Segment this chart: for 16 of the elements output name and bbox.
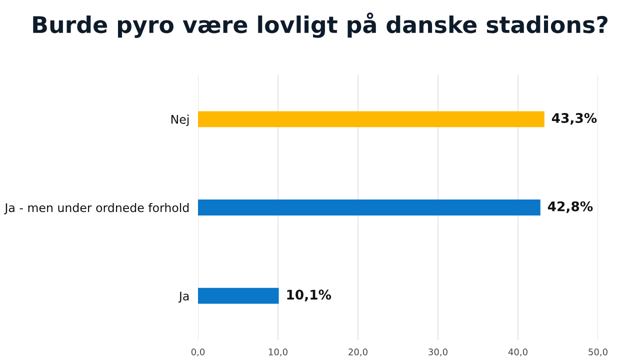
y-tick-label: Ja - men under ordnede forhold [4, 203, 189, 214]
bar [198, 200, 540, 216]
chart-title: Burde pyro være lovligt på danske stadions? [33, 12, 608, 38]
x-tick-label: 10,0 [268, 348, 288, 356]
x-tick-label: 50,0 [588, 348, 608, 356]
x-tick-label: 0,0 [191, 348, 205, 356]
x-tick-label: 30,0 [428, 348, 448, 356]
bar [198, 111, 544, 128]
data-label: 42,8% [548, 201, 593, 214]
y-tick-label: Ja [178, 292, 189, 303]
x-tick-label: 40,0 [508, 348, 528, 356]
x-tick-label: 20,0 [348, 348, 368, 356]
data-label: 43,3% [552, 113, 597, 125]
data-label: 10,1% [287, 290, 332, 302]
bar [198, 288, 279, 304]
y-tick-label: Nej [171, 114, 189, 126]
